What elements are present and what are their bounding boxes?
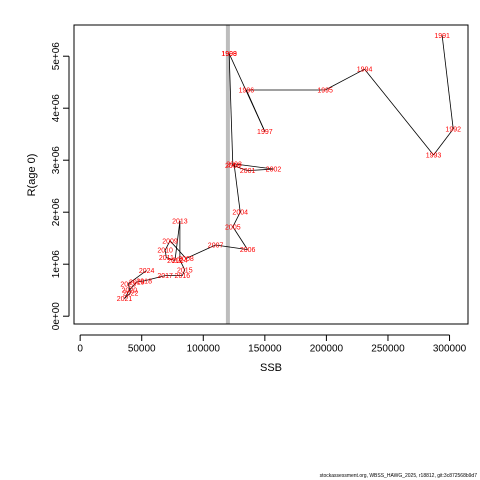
- y-tick-label: 5e+06: [51, 42, 62, 71]
- point-year-label: 2013: [172, 219, 188, 226]
- trajectory-segment: [233, 163, 241, 213]
- trajectory-segment: [144, 275, 166, 282]
- point-year-label: 2009: [162, 238, 178, 245]
- point-year-label: 2004: [232, 210, 248, 217]
- y-tick-label: 0e+00: [51, 302, 62, 331]
- trajectory-segment: [247, 168, 274, 171]
- point-year-label: 1996: [239, 88, 255, 95]
- trajectory-segment: [232, 212, 241, 227]
- point-year-label: 2023: [120, 281, 136, 288]
- point-year-label: 1994: [357, 67, 373, 74]
- point-year-label: 2011: [159, 255, 174, 262]
- point-year-label: 2016: [175, 273, 191, 280]
- trajectory-segment: [324, 68, 365, 91]
- point-year-label: 2024: [139, 268, 155, 275]
- point-year-label: 1998: [221, 51, 237, 58]
- point-year-label: 2003: [226, 161, 242, 168]
- x-tick-label: 200000: [310, 343, 344, 354]
- point-year-label: 2005: [225, 224, 241, 231]
- trajectory-segment: [124, 292, 131, 299]
- x-tick-label: 250000: [371, 343, 405, 354]
- trajectory-segment: [234, 163, 274, 170]
- point-year-label: 2014: [172, 258, 188, 265]
- trajectory-segment: [164, 240, 171, 251]
- point-year-label: 1997: [257, 129, 273, 136]
- trajectory-segment: [232, 165, 248, 171]
- y-tick-label: 3e+06: [51, 146, 62, 175]
- trajectory-segment: [179, 259, 186, 271]
- trajectory-segment: [181, 269, 186, 276]
- trajectory-segment: [129, 281, 138, 291]
- y-tick-label: 1e+06: [51, 250, 62, 279]
- point-year-label: 1993: [426, 153, 442, 160]
- trajectory-segment: [174, 220, 181, 261]
- y-tick-label: 2e+06: [51, 198, 62, 227]
- trajectory-segment: [232, 226, 248, 250]
- point-year-label: 2002: [266, 167, 282, 174]
- trajectory-segment: [185, 244, 216, 259]
- point-year-label: 2006: [240, 247, 256, 254]
- point-year-label: 2012: [167, 258, 183, 265]
- footer-text: stockassessment.org, WBSS_HAWG_2025, r18…: [320, 473, 478, 479]
- y-axis-title: R(age 0): [26, 154, 38, 197]
- point-year-label: 2020: [122, 288, 138, 295]
- trajectory-segment: [228, 53, 266, 132]
- point-year-label: 2021: [117, 296, 133, 303]
- trajectory-segment: [166, 257, 176, 261]
- point-year-label: 2017: [157, 273, 173, 280]
- point-year-label: 2018: [136, 278, 152, 285]
- trajectory-segment: [127, 270, 147, 285]
- trajectory-segment: [136, 280, 145, 283]
- point-year-label: 2010: [157, 248, 173, 255]
- trajectory-segment: [364, 68, 434, 156]
- x-tick-label: 50000: [128, 343, 156, 354]
- point-year-label: 2001: [240, 168, 256, 175]
- point-year-label: 2008: [178, 256, 194, 263]
- plot-frame: [73, 24, 469, 325]
- trajectory-segment: [441, 35, 454, 130]
- x-axis: 0 50000 100000 150000 200000 250000 300000: [77, 334, 467, 354]
- point-year-label: 1995: [317, 88, 333, 95]
- trajectory-segment: [164, 250, 167, 258]
- point-year-label: 1991: [434, 33, 450, 40]
- trajectory-segment: [124, 289, 130, 299]
- x-tick-label: 300000: [433, 343, 467, 354]
- x-axis-title: SSB: [260, 362, 282, 374]
- point-year-label: 2019: [129, 279, 145, 286]
- x-tick-label: 100000: [187, 343, 221, 354]
- point-year-label: 2000: [225, 163, 241, 170]
- point-year-label: 2007: [208, 242, 224, 249]
- point-year-label: 1999: [221, 51, 237, 58]
- x-tick-label: 0: [77, 343, 83, 354]
- point-year-label: 2015: [177, 267, 193, 274]
- trajectory-segment: [127, 283, 132, 293]
- trajectory-segment: [433, 128, 454, 156]
- x-tick-label: 150000: [248, 343, 282, 354]
- trajectory-segment: [228, 53, 234, 166]
- point-year-label: 1992: [445, 127, 461, 134]
- point-year-label: 2022: [123, 290, 139, 297]
- trajectory-segment: [215, 244, 248, 251]
- trajectory-segment: [169, 240, 187, 259]
- y-axis: 0e+00 1e+06 2e+06 3e+06 4e+06 5e+06: [51, 42, 70, 331]
- trajectory-line-layer: [124, 35, 454, 299]
- y-tick-label: 4e+06: [51, 94, 62, 123]
